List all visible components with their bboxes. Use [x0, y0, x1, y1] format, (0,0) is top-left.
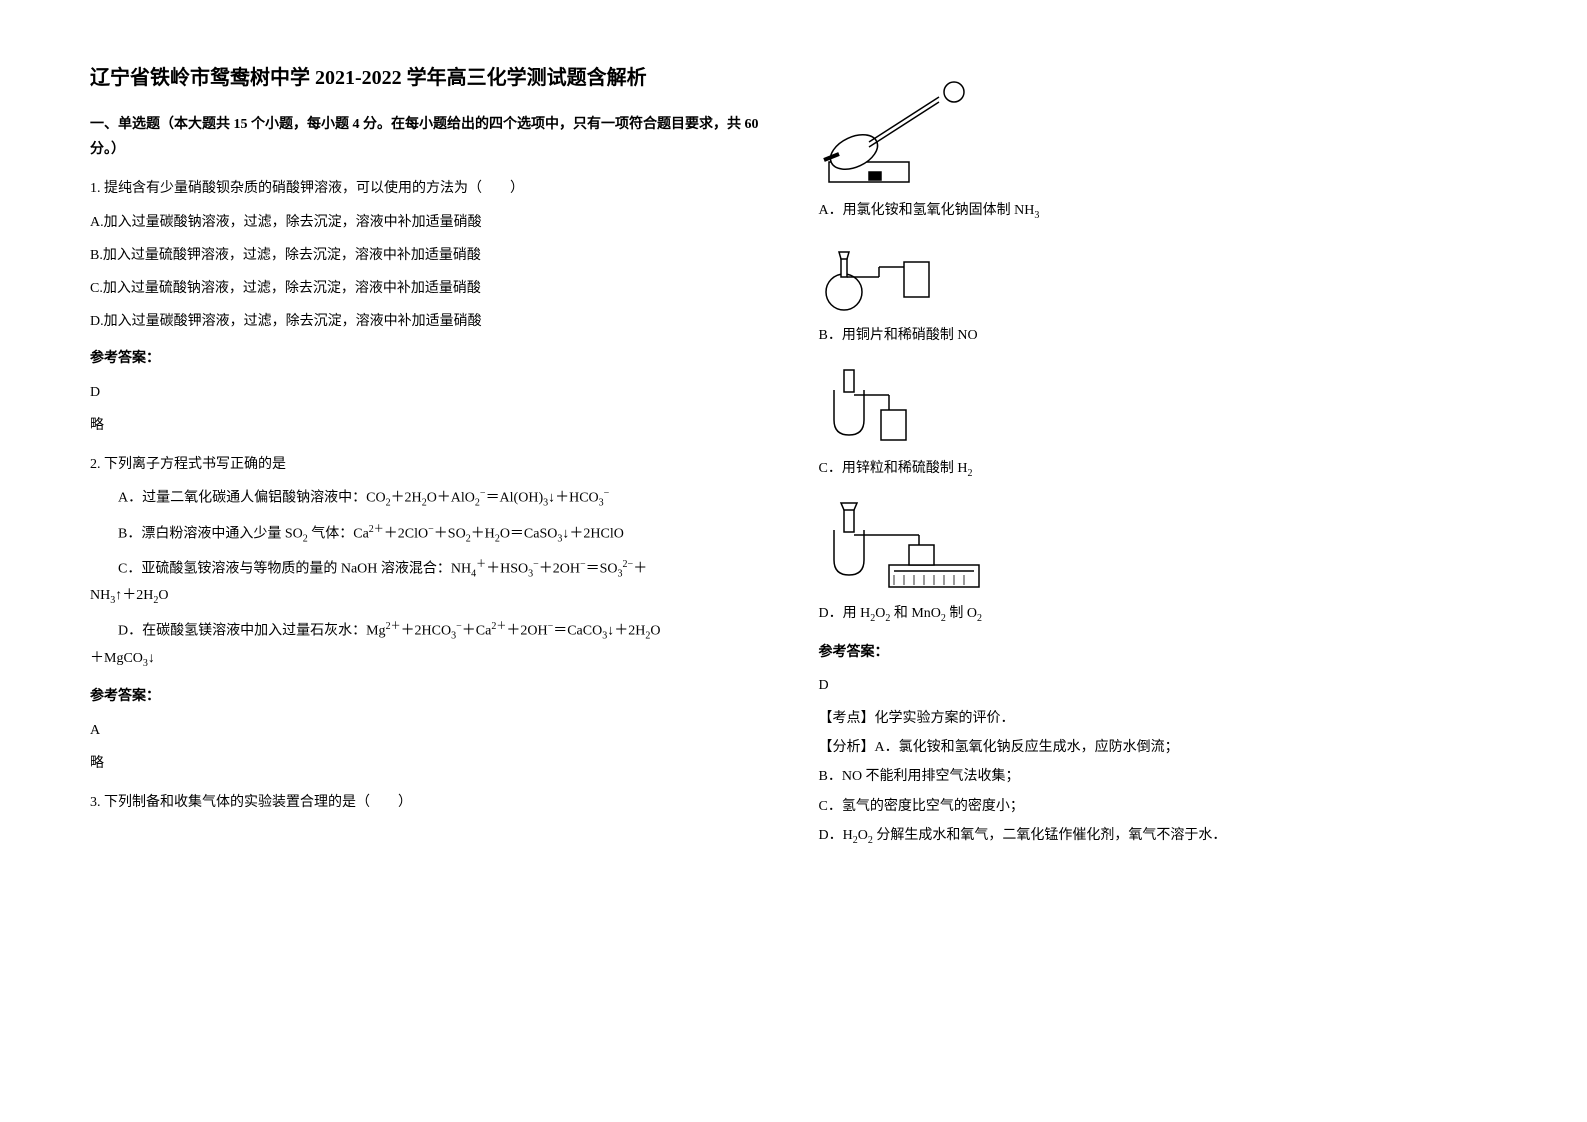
- q1-answer-label: 参考答案：: [90, 346, 769, 371]
- q2-option-a: A．过量二氧化碳通人偏铝酸钠溶液中：CO2＋2H2O＋AlO2−＝Al(OH)3…: [118, 485, 769, 512]
- diagram-b: [819, 237, 1498, 317]
- q1-omit: 略: [90, 413, 769, 438]
- diagram-c: [819, 360, 1498, 450]
- left-column: 辽宁省铁岭市鸳鸯树中学 2021-2022 学年高三化学测试题含解析 一、单选题…: [90, 60, 769, 1062]
- q3-answer-label: 参考答案：: [819, 640, 1498, 665]
- q1-stem: 1. 提纯含有少量硝酸钡杂质的硝酸钾溶液，可以使用的方法为（ ）: [90, 176, 769, 201]
- question-3-stem: 3. 下列制备和收集气体的实验装置合理的是（ ）: [90, 790, 769, 815]
- q2-option-c: C．亚硫酸氢铵溶液与等物质的量的 NaOH 溶液混合：NH4＋＋HSO3−＋2O…: [90, 556, 769, 610]
- q3-option-c-block: C．用锌粒和稀硫酸制 H2: [819, 360, 1498, 483]
- q1-option-b: B.加入过量硫酸钾溶液，过滤，除去沉淀，溶液中补加适量硝酸: [90, 243, 769, 268]
- q2-answer: A: [90, 718, 769, 743]
- exam-title: 辽宁省铁岭市鸳鸯树中学 2021-2022 学年高三化学测试题含解析: [90, 60, 769, 96]
- section-header: 一、单选题（本大题共 15 个小题，每小题 4 分。在每小题给出的四个选项中，只…: [90, 112, 769, 162]
- question-1: 1. 提纯含有少量硝酸钡杂质的硝酸钾溶液，可以使用的方法为（ ） A.加入过量碳…: [90, 176, 769, 438]
- q3-option-a: A．用氯化铵和氢氧化钠固体制 NH3: [819, 198, 1498, 225]
- q3-analysis-d: D．H2O2 分解生成水和氧气，二氧化锰作催化剂，氧气不溶于水．: [819, 823, 1498, 850]
- diagram-d: [819, 495, 1498, 595]
- q3-option-b-block: B．用铜片和稀硝酸制 NO: [819, 237, 1498, 348]
- q1-option-d: D.加入过量碳酸钾溶液，过滤，除去沉淀，溶液中补加适量硝酸: [90, 309, 769, 334]
- q2-option-b: B．漂白粉溶液中通入少量 SO2 气体：Ca2＋＋2ClO−＋SO2＋H2O＝C…: [118, 521, 769, 548]
- q3-option-d-block: D．用 H2O2 和 MnO2 制 O2: [819, 495, 1498, 628]
- q2-omit: 略: [90, 751, 769, 776]
- q3-option-a-block: A．用氯化铵和氢氧化钠固体制 NH3: [819, 72, 1498, 225]
- q1-option-a: A.加入过量碳酸钠溶液，过滤，除去沉淀，溶液中补加适量硝酸: [90, 210, 769, 235]
- q3-option-b: B．用铜片和稀硝酸制 NO: [819, 323, 1498, 348]
- right-column: A．用氯化铵和氢氧化钠固体制 NH3 B．用铜片和稀硝酸制 NO: [819, 60, 1498, 1062]
- q3-analysis-b: B．NO 不能利用排空气法收集；: [819, 764, 1498, 789]
- q2-stem: 2. 下列离子方程式书写正确的是: [90, 452, 769, 477]
- q3-option-d: D．用 H2O2 和 MnO2 制 O2: [819, 601, 1498, 628]
- q2-answer-label: 参考答案：: [90, 684, 769, 709]
- q3-analysis-a: 【分析】A．氯化铵和氢氧化钠反应生成水，应防水倒流；: [819, 735, 1498, 760]
- q2-option-d: D．在碳酸氢镁溶液中加入过量石灰水：Mg2＋＋2HCO3−＋Ca2＋＋2OH−＝…: [90, 618, 769, 672]
- question-2: 2. 下列离子方程式书写正确的是 A．过量二氧化碳通人偏铝酸钠溶液中：CO2＋2…: [90, 452, 769, 776]
- q3-analysis-title: 【考点】化学实验方案的评价．: [819, 706, 1498, 731]
- q1-option-c: C.加入过量硫酸钠溶液，过滤，除去沉淀，溶液中补加适量硝酸: [90, 276, 769, 301]
- q3-analysis-c: C．氢气的密度比空气的密度小；: [819, 794, 1498, 819]
- q3-answer: D: [819, 673, 1498, 698]
- q3-option-c: C．用锌粒和稀硫酸制 H2: [819, 456, 1498, 483]
- diagram-a: [819, 72, 1498, 192]
- q1-answer: D: [90, 380, 769, 405]
- q3-stem: 3. 下列制备和收集气体的实验装置合理的是（ ）: [90, 790, 769, 815]
